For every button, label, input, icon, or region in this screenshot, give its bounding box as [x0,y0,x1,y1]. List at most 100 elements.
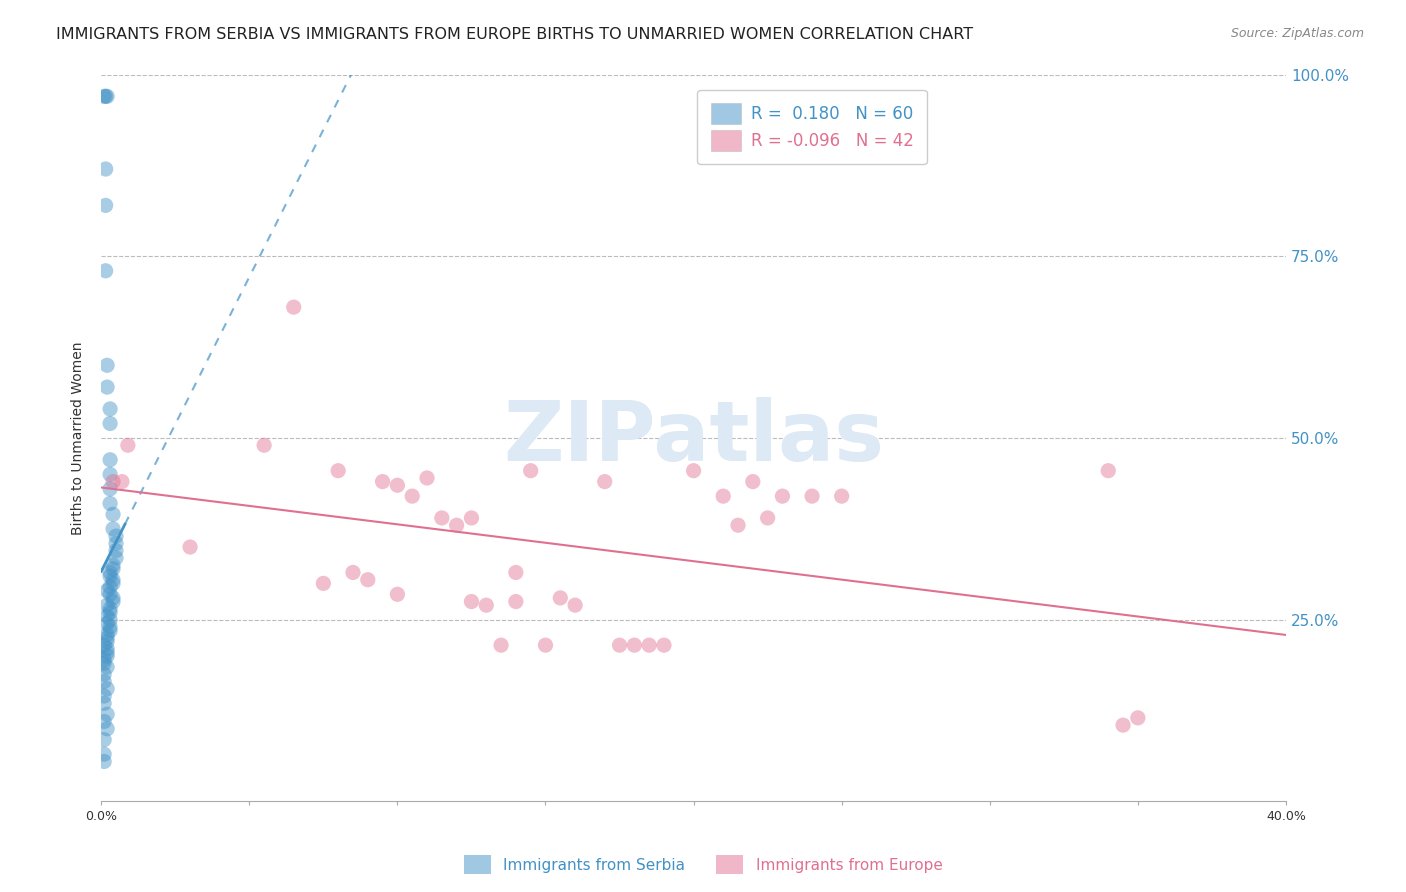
Point [105,529,128,543]
Point [1126,711,1149,725]
Point [460,594,482,608]
Point [98,452,121,467]
Point [96,641,118,656]
Point [93,732,115,747]
Text: IMMIGRANTS FROM SERBIA VS IMMIGRANTS FROM EUROPE BIRTHS TO UNMARRIED WOMEN CORRE: IMMIGRANTS FROM SERBIA VS IMMIGRANTS FRO… [56,27,973,42]
Point [446,518,468,533]
Point [460,511,482,525]
Point [98,613,121,627]
Point [98,566,121,580]
Point [623,638,645,652]
Point [534,638,557,652]
Point [505,594,527,608]
Point [105,536,128,550]
Point [101,591,124,605]
Point [1097,464,1119,478]
Point [96,609,118,624]
Point [387,587,409,601]
Point [253,438,276,452]
Point [416,471,439,485]
Y-axis label: Births to Unmarried Women: Births to Unmarried Women [72,342,86,534]
Text: ZIPatlas: ZIPatlas [503,398,884,478]
Point [801,489,824,503]
Point [505,566,527,580]
Point [96,359,118,373]
Point [96,707,118,722]
Point [96,631,118,645]
Point [93,657,115,671]
Point [831,489,853,503]
Point [96,627,118,641]
Point [94,161,117,176]
Point [609,638,631,652]
Point [98,569,121,583]
Point [387,478,409,492]
Point [101,576,124,591]
Point [93,747,115,762]
Point [98,401,121,416]
Point [1112,718,1135,732]
Point [101,558,124,573]
Point [93,696,115,710]
Point [96,89,118,103]
Point [638,638,661,652]
Point [475,598,498,612]
Point [357,573,380,587]
Point [101,573,124,587]
Point [96,648,118,663]
Point [727,518,749,533]
Point [98,620,121,634]
Point [101,562,124,576]
Point [519,464,541,478]
Point [94,89,117,103]
Point [96,616,118,631]
Legend: Immigrants from Serbia, Immigrants from Europe: Immigrants from Serbia, Immigrants from … [457,849,949,880]
Point [98,496,121,510]
Text: Source: ZipAtlas.com: Source: ZipAtlas.com [1230,27,1364,40]
Point [430,511,453,525]
Point [96,380,118,394]
Legend: R =  0.180   N = 60, R = -0.096   N = 42: R = 0.180 N = 60, R = -0.096 N = 42 [697,90,927,164]
Point [117,438,139,452]
Point [342,566,364,580]
Point [98,624,121,638]
Point [756,511,779,525]
Point [101,508,124,522]
Point [98,417,121,431]
Point [96,722,118,736]
Point [105,543,128,558]
Point [98,587,121,601]
Point [111,475,134,489]
Point [283,300,305,314]
Point [489,638,512,652]
Point [96,634,118,648]
Point [96,645,118,659]
Point [711,489,734,503]
Point [741,475,763,489]
Point [105,550,128,565]
Point [312,576,335,591]
Point [564,598,586,612]
Point [93,89,115,103]
Point [401,489,423,503]
Point [682,464,704,478]
Point [94,264,117,278]
Point [93,755,115,769]
Point [93,653,115,667]
Point [94,198,117,212]
Point [98,606,121,620]
Point [96,583,118,598]
Point [101,522,124,536]
Point [550,591,572,605]
Point [101,594,124,608]
Point [98,482,121,496]
Point [98,580,121,594]
Point [179,540,201,554]
Point [93,714,115,729]
Point [98,602,121,616]
Point [593,475,616,489]
Point [93,638,115,652]
Point [96,660,118,674]
Point [96,598,118,612]
Point [98,467,121,482]
